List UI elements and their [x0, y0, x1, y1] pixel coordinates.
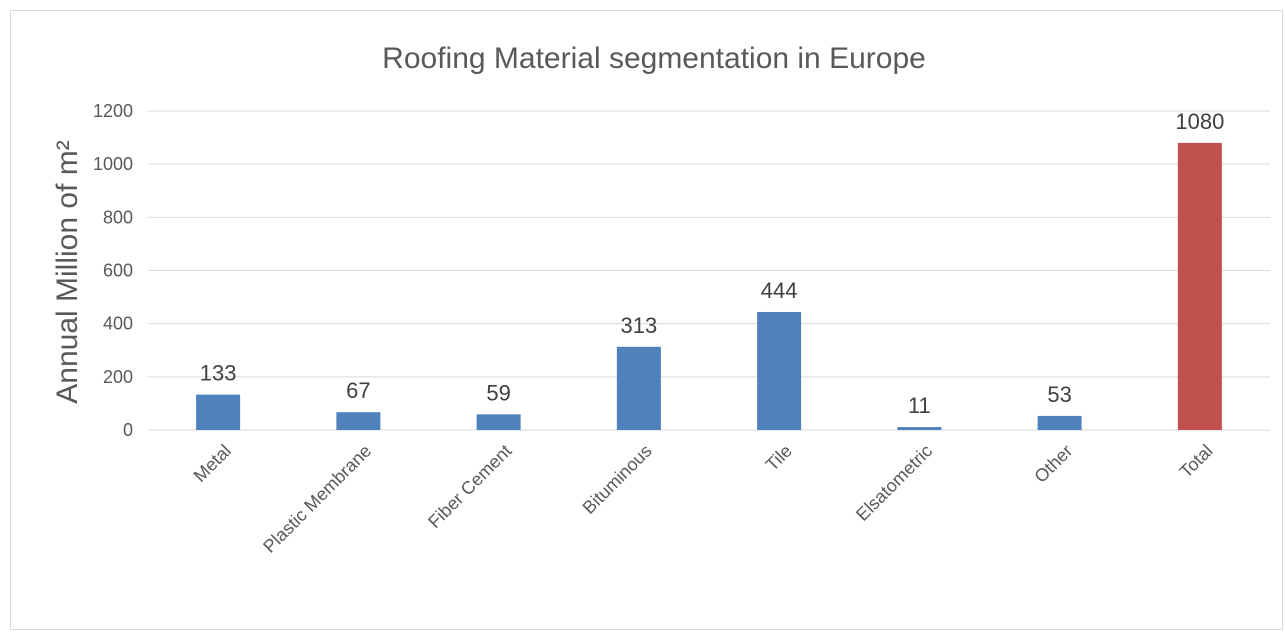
data-label: 53: [1047, 382, 1071, 407]
bar-bituminous: [616, 346, 661, 430]
bar-elsatometric: [897, 427, 942, 430]
category-labels: Metal Plastic Membrane Fiber Cement Bitumin…: [190, 441, 1217, 557]
y-axis-ticks: 0 200 400 600 800 1000 1200: [93, 101, 133, 440]
y-tick-label: 200: [103, 367, 133, 387]
category-label: Tile: [762, 441, 796, 475]
y-tick-label: 800: [103, 207, 133, 227]
y-axis-label: Annual Million of m²: [51, 140, 84, 403]
bar-fiber-cement: [476, 414, 521, 430]
bar-plastic-membrane: [336, 412, 381, 430]
category-label: Plastic Membrane: [259, 441, 375, 557]
bar-other: [1037, 415, 1082, 430]
bar-metal: [196, 394, 241, 430]
category-label: Fiber Cement: [424, 441, 515, 532]
chart-frame: [10, 10, 1283, 630]
data-label: 11: [908, 393, 931, 418]
category-label: Bituminous: [579, 441, 656, 518]
data-label: 133: [200, 361, 237, 386]
y-tick-label: 600: [103, 261, 133, 281]
bars: [196, 142, 1222, 430]
bar-tile: [757, 311, 802, 430]
chart-title: Roofing Material segmentation in Europe: [382, 42, 926, 75]
category-label: Metal: [190, 441, 235, 486]
category-label: Other: [1030, 441, 1076, 487]
y-tick-label: 1000: [93, 154, 133, 174]
data-label: 59: [486, 380, 510, 405]
y-tick-label: 1200: [93, 101, 133, 121]
data-label: 1080: [1175, 109, 1224, 134]
y-tick-label: 400: [103, 314, 133, 334]
data-label: 67: [346, 378, 370, 403]
data-label: 313: [621, 313, 658, 338]
category-label: Total: [1176, 441, 1217, 482]
bar-total: [1177, 142, 1222, 430]
data-label: 444: [761, 278, 798, 303]
data-labels: 133 67 59 313 444 11 53 1080: [200, 109, 1225, 418]
gridlines: [148, 110, 1270, 431]
category-label: Elsatometric: [852, 441, 936, 525]
y-tick-label: 0: [123, 420, 133, 440]
